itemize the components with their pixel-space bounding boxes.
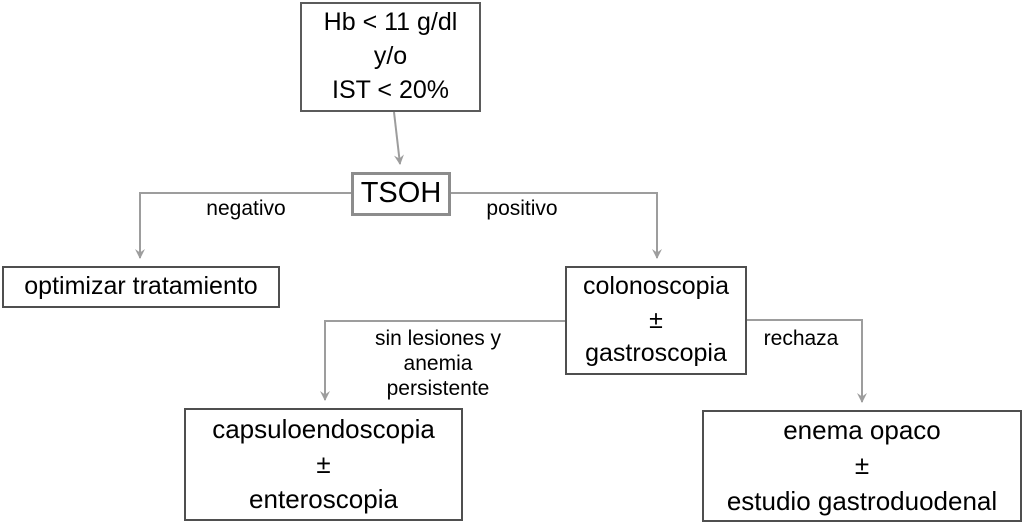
edge-label-positive: positivo — [482, 196, 562, 222]
node-anemia-criteria: Hb < 11 g/dl y/o IST < 20% — [300, 2, 481, 112]
edge-label-refuses: rechaza — [760, 326, 842, 352]
node-enema-gastroduodenal: enema opaco ± estudio gastroduodenal — [702, 410, 1022, 522]
node-optimize-treatment: optimizar tratamiento — [2, 266, 280, 308]
edge-label-negative: negativo — [204, 196, 288, 222]
edge-label-no-lesions: sin lesiones y anemia persistente — [352, 326, 524, 402]
node-capsule-enteroscopy: capsuloendoscopia ± enteroscopia — [184, 408, 463, 521]
connector-criteria-to-tsoh — [393, 111, 404, 165]
node-colonoscopy-gastroscopy: colonoscopia ± gastroscopia — [565, 266, 747, 375]
node-tsoh: TSOH — [351, 172, 451, 216]
